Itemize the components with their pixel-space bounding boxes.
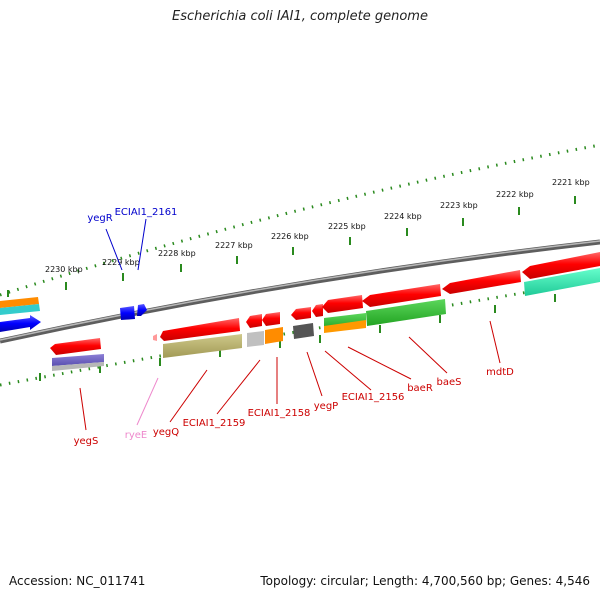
gene-feature-blue-left [0, 315, 41, 332]
scale-label: 2221 kbp [552, 178, 590, 187]
gene-feature-yegR [120, 306, 135, 320]
leader-yegR [105, 228, 123, 271]
genome-summary-label: Topology: circular; Length: 4,700,560 bp… [260, 574, 590, 588]
gene-feature-baeR-cds [362, 284, 441, 307]
gene-label-ECIAI1_2159: ECIAI1_2159 [183, 418, 246, 429]
gene-feature-yegQ-cds [160, 318, 240, 341]
scale-labels: 2221 kbp 2222 kbp 2223 kbp 2224 kbp 2225… [45, 178, 590, 274]
gene-label-ryeE: ryeE [125, 430, 148, 441]
gene-feature-dark-block [293, 323, 314, 339]
leader-ECIAI1_2159 [216, 359, 261, 415]
gene-label-mdtD: mdtD [486, 367, 514, 378]
gene-label-ECIAI1_2156: ECIAI1_2156 [342, 392, 405, 403]
gene-feature-yegS-cds [50, 338, 101, 355]
leader-yegQ [169, 369, 208, 423]
gene-feature-grey-block [247, 331, 264, 347]
forward-cds-track [153, 252, 600, 341]
gene-label-ECIAI1_2158: ECIAI1_2158 [248, 408, 311, 419]
scale-label: 2229 kbp [102, 258, 140, 267]
gene-label-baeR: baeR [407, 383, 433, 394]
leader-ryeE [136, 377, 159, 426]
gene-feature-ECIAI1_2158-cds [262, 312, 280, 326]
gene-label-yegS: yegS [74, 436, 99, 447]
label-leader-lines [79, 218, 501, 431]
gene-label-yegQ: yegQ [153, 427, 179, 438]
scale-label: 2223 kbp [440, 201, 478, 210]
leader-yegP [306, 351, 323, 397]
leader-ECIAI1_2161 [137, 218, 147, 271]
leader-yegS [79, 387, 87, 431]
scale-label: 2224 kbp [384, 212, 422, 221]
gene-feature-yegQ-olive [163, 334, 242, 358]
gene-feature-mdtD-cds [522, 252, 600, 279]
gene-feature-ECIAI1_2159-cds [246, 314, 262, 328]
leader-mdtD [489, 320, 501, 364]
scale-label: 2225 kbp [328, 222, 366, 231]
leader-ECIAI1_2156 [324, 350, 372, 391]
gene-labels: yegR ECIAI1_2161 yegS ryeE yegQ ECIAI1_2… [74, 207, 515, 447]
scale-label: 2230 kbp [45, 265, 83, 274]
gene-feature-green-right [366, 299, 446, 326]
gene-label-yegP: yegP [314, 401, 338, 412]
genome-backbone [0, 239, 600, 344]
gene-label-baeS: baeS [437, 377, 462, 388]
gene-feature-teal-block [524, 268, 600, 296]
gene-feature-ECIAI1_2156-cds [322, 295, 363, 313]
gene-feature-left-strip [0, 297, 40, 315]
scale-label: 2226 kbp [271, 232, 309, 241]
scale-label: 2222 kbp [496, 190, 534, 199]
gene-feature-yegP-cds [291, 307, 311, 320]
gene-label-ECIAI1_2161: ECIAI1_2161 [115, 207, 178, 218]
scale-label: 2228 kbp [158, 249, 196, 258]
gene-feature-orange-strip [324, 320, 366, 333]
gene-label-yegR: yegR [87, 213, 112, 224]
map-title: Escherichia coli IAI1, complete genome [172, 9, 428, 24]
gene-feature-yegS-grey [52, 362, 104, 371]
gene-feature-ryeE-cds [153, 334, 157, 341]
scale-label: 2227 kbp [215, 241, 253, 250]
leader-baeR [347, 346, 412, 380]
gene-feature-orange-block [265, 327, 283, 344]
gene-feature-baeS-cds [442, 270, 521, 294]
leader-baeS [408, 336, 448, 374]
gene-feature-small-cds [312, 304, 323, 317]
gene-feature-ECIAI1_2161 [137, 304, 147, 316]
accession-label: Accession: NC_011741 [9, 574, 146, 588]
scale-ticks-outer [7, 196, 576, 297]
